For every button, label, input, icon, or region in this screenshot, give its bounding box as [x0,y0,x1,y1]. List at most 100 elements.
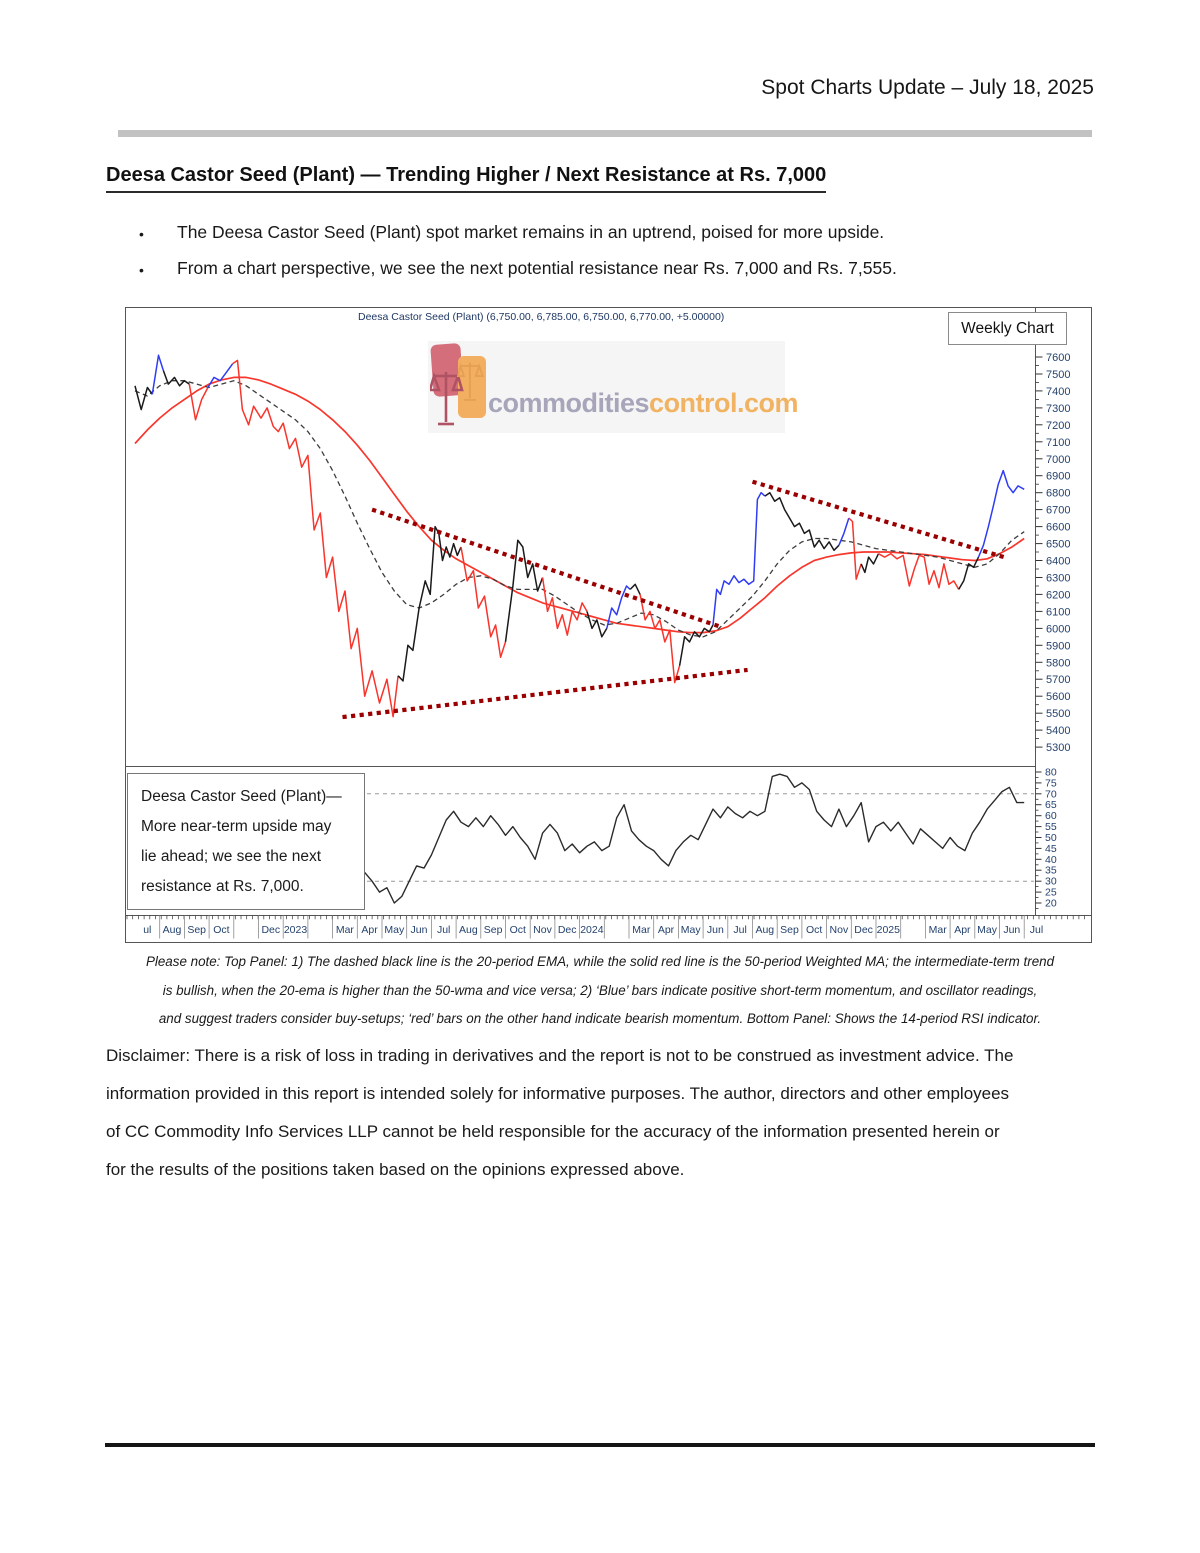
bullet-item: • The Deesa Castor Seed (Plant) spot mark… [139,221,1119,245]
price-y-axis: 7600 7500 7400 7300 7200 7100 7000 6900 6800 6700… [1035,352,1070,754]
price-line-segment [764,491,840,552]
svg-text:Jul: Jul [733,924,746,936]
svg-text:5800: 5800 [1046,657,1070,669]
svg-text:Apr: Apr [954,924,971,936]
svg-text:6300: 6300 [1046,573,1070,585]
x-axis: ul Aug Sep Oct Dec 2023 Mar Apr May Jun Jul Aug Sep O… [126,915,1085,939]
svg-text:7100: 7100 [1046,437,1070,449]
price-line-segment [188,383,209,421]
footer-rule [105,1443,1095,1447]
bullet-list: • The Deesa Castor Seed (Plant) spot mark… [139,221,1119,293]
svg-text:7500: 7500 [1046,369,1070,381]
watermark-text-control: control.com [649,388,799,418]
svg-text:Jun: Jun [411,924,428,936]
disclaimer-line: of CC Commodity Info Services LLP cannot… [106,1122,1000,1141]
bullet-text: From a chart perspective, we see the nex… [177,258,897,278]
svg-text:Oct: Oct [213,924,229,936]
svg-text:Sep: Sep [187,924,206,936]
trendlines [342,479,1008,720]
watermark-text: commoditiescontrol.com [488,388,799,419]
svg-text:5600: 5600 [1046,691,1070,703]
svg-text:60: 60 [1045,810,1057,822]
balance-scales-icon [428,342,492,437]
svg-text:7300: 7300 [1046,403,1070,415]
svg-text:25: 25 [1045,887,1057,899]
svg-text:20: 20 [1045,898,1057,910]
svg-text:6600: 6600 [1046,522,1070,534]
svg-text:35: 35 [1045,865,1057,877]
svg-text:6100: 6100 [1046,606,1070,618]
wma50-line [134,376,1025,634]
svg-text:Dec: Dec [854,924,873,936]
svg-text:Dec: Dec [558,924,577,936]
bullet-text: The Deesa Castor Seed (Plant) spot marke… [177,222,885,242]
watermark-text-commodities: commodities [488,388,650,418]
chart-footnote: Please note: Top Panel: 1) The dashed bl… [0,948,1200,1034]
svg-text:2023: 2023 [284,924,308,936]
svg-text:6200: 6200 [1046,589,1070,601]
price-line-segment [838,517,850,546]
svg-text:Jun: Jun [707,924,724,936]
section-heading: Deesa Castor Seed (Plant) — Trending Hig… [106,164,827,193]
price-line-segment [860,553,880,574]
weekly-chart-badge: Weekly Chart [948,312,1067,345]
price-line-segment [504,539,544,642]
annotation-line: resistance at Rs. 7,000. [141,878,304,895]
svg-text:5700: 5700 [1046,674,1070,686]
svg-text:Dec: Dec [261,924,280,936]
svg-text:6400: 6400 [1046,556,1070,568]
price-line-segment [162,370,190,387]
svg-text:ul: ul [143,924,151,936]
svg-text:55: 55 [1045,821,1057,833]
svg-text:6700: 6700 [1046,505,1070,517]
svg-text:Oct: Oct [510,924,526,936]
svg-text:6500: 6500 [1046,539,1070,551]
svg-text:May: May [384,924,405,936]
report-header-date: Spot Charts Update – July 18, 2025 [761,76,1094,99]
chart-annotation-box: Deesa Castor Seed (Plant)— More near-term… [127,773,365,910]
svg-text:2025: 2025 [877,924,901,936]
bullet-item: • From a chart perspective, we see the ne… [139,257,1119,281]
svg-text:80: 80 [1045,767,1057,779]
svg-text:May: May [681,924,702,936]
header-divider-rule [118,130,1092,137]
svg-text:7600: 7600 [1046,352,1070,364]
svg-text:6900: 6900 [1046,471,1070,483]
price-line [134,354,1025,718]
rsi-line [364,773,1025,904]
annotation-line: Deesa Castor Seed (Plant)— [141,788,342,805]
svg-text:5900: 5900 [1046,640,1070,652]
svg-text:Apr: Apr [361,924,378,936]
price-line-segment [207,363,234,388]
dotted-resistance-trendline-2023 [371,507,722,629]
price-line-segment [397,525,462,682]
price-line-segment [541,577,588,636]
price-line-segment [848,517,862,580]
annotation-line: lie ahead; we see the next [141,848,322,865]
svg-text:Aug: Aug [459,924,478,936]
svg-text:Mar: Mar [632,924,651,936]
price-line-segment [878,552,960,590]
dotted-resistance-trendline-2025 [751,479,1008,561]
svg-text:6800: 6800 [1046,488,1070,500]
svg-text:May: May [977,924,998,936]
svg-text:Aug: Aug [755,924,774,936]
price-line-segment [712,491,766,626]
svg-text:5500: 5500 [1046,708,1070,720]
price-line-segment [586,611,608,638]
disclaimer-line: for the results of the positions taken b… [106,1160,685,1179]
disclaimer-line: Disclaimer: There is a risk of loss in t… [106,1046,1014,1065]
svg-text:2024: 2024 [580,924,604,936]
chart-title: Deesa Castor Seed (Plant) (6,750.00, 6,7… [358,311,725,323]
svg-text:65: 65 [1045,799,1057,811]
price-line-segment [629,583,641,595]
svg-text:Nov: Nov [533,924,552,936]
price-chart: commoditiescontrol.com 7600 7500 7400 7300 7… [125,307,1092,943]
svg-text:Jul: Jul [1030,924,1043,936]
annotation-line: More near-term upside may [141,818,332,835]
svg-text:Mar: Mar [929,924,948,936]
price-line-segment [460,546,507,658]
bullet-dot-icon: • [139,262,144,278]
